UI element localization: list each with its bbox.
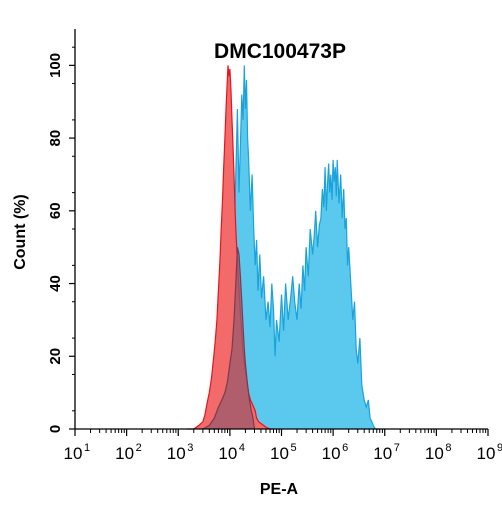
series-0-line: [209, 65, 380, 430]
x-tick-exponent: 8: [445, 442, 451, 454]
x-tick-label: 10: [64, 444, 83, 463]
series-2-line: [202, 247, 256, 430]
x-tick-label: 10: [477, 444, 496, 463]
y-axis-label: Count (%): [12, 194, 29, 270]
x-tick-label: 10: [167, 444, 186, 463]
x-tick-exponent: 7: [394, 442, 400, 454]
x-tick-label: 10: [270, 444, 289, 463]
chart-title: DMC100473P: [214, 40, 346, 63]
x-tick-label: 10: [425, 444, 444, 463]
x-tick-label: 10: [115, 444, 134, 463]
series-1-line: [187, 65, 274, 430]
y-tick-label: 60: [47, 202, 64, 219]
series-1-area: [187, 65, 274, 430]
y-tick-label: 0: [47, 425, 64, 433]
x-tick-exponent: 6: [342, 442, 348, 454]
x-axis-label: PE-A: [260, 481, 299, 498]
x-tick-exponent: 2: [136, 442, 142, 454]
x-tick-exponent: 9: [497, 442, 502, 454]
x-tick-exponent: 5: [290, 442, 296, 454]
y-tick-label: 100: [47, 53, 64, 78]
x-tick-label: 10: [218, 444, 237, 463]
x-tick-exponent: 3: [187, 442, 193, 454]
x-tick-label: 10: [322, 444, 341, 463]
series-0-area: [209, 65, 380, 430]
x-tick-exponent: 4: [239, 442, 245, 454]
series-2-area: [202, 247, 255, 429]
plot-area: [187, 65, 380, 430]
y-tick-label: 40: [47, 275, 64, 292]
y-tick-label: 80: [47, 130, 64, 147]
x-tick-exponent: 1: [84, 442, 90, 454]
y-tick-label: 20: [47, 348, 64, 365]
x-tick-label: 10: [373, 444, 392, 463]
